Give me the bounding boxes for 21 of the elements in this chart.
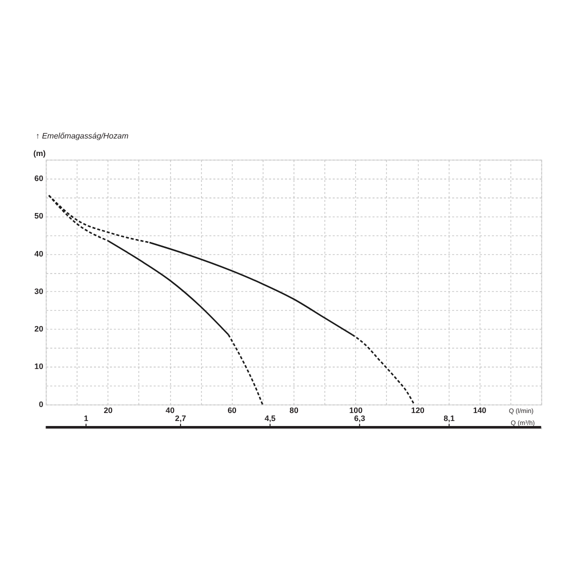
x2-tick-label: 8,1 (444, 414, 456, 423)
y-tick-label: 20 (34, 324, 44, 334)
y-tick-label: 50 (34, 212, 44, 221)
x2-tick-label: 4,5 (264, 414, 276, 423)
x-tick-label: 60 (228, 406, 238, 415)
y-tick-label: 40 (34, 249, 44, 258)
x2-tick-label: 2,7 (175, 414, 187, 423)
x2-tick-label: 6,3 (354, 414, 366, 423)
x-tick-label: 40 (166, 406, 176, 415)
x-tick-label: 140 (473, 406, 487, 415)
y-tick-label: 60 (34, 174, 44, 183)
x-tick-label: 100 (349, 406, 364, 415)
y-axis-title: (m) (33, 149, 46, 158)
x2-tick-label: 1 (84, 414, 89, 423)
y-tick-label: 30 (34, 286, 44, 296)
y-tick-label: 10 (34, 362, 44, 372)
x-tick-label: 120 (411, 406, 426, 415)
x-tick-label: 20 (104, 406, 114, 415)
y-tick-label: 0 (38, 400, 44, 409)
x-tick-label: 80 (290, 406, 299, 415)
chart-title: ↑ Emelőmagasság/Hozam (36, 131, 129, 140)
